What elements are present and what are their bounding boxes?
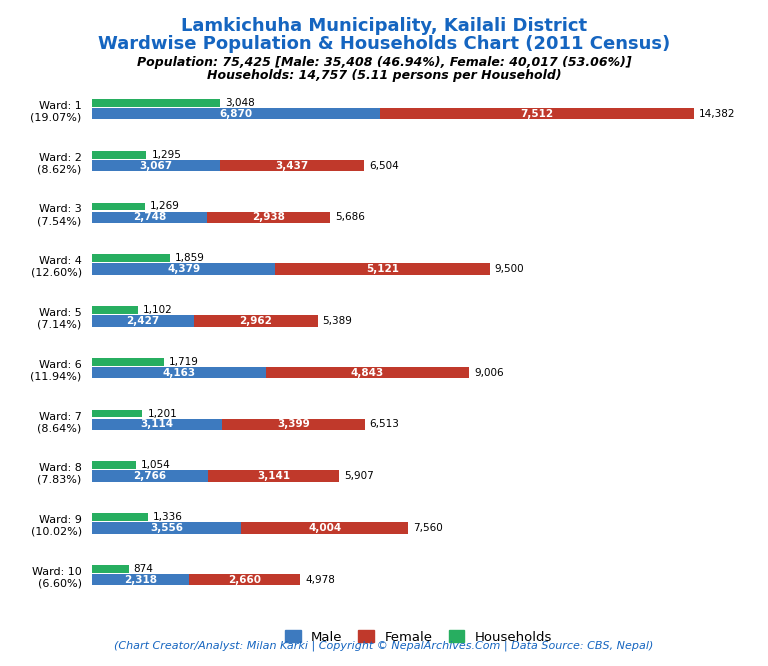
Text: 1,719: 1,719 [169,357,199,367]
Text: 3,437: 3,437 [276,161,309,170]
Text: 1,102: 1,102 [144,305,173,315]
Legend: Male, Female, Households: Male, Female, Households [280,625,558,649]
Bar [194,315,318,326]
Bar [92,470,208,482]
Text: 2,660: 2,660 [228,575,261,585]
Text: 4,004: 4,004 [308,523,341,533]
Text: 4,163: 4,163 [163,368,196,378]
Text: 4,843: 4,843 [351,368,384,378]
Bar [92,565,129,573]
Bar [92,513,148,521]
Text: 6,870: 6,870 [220,109,253,119]
Text: 5,121: 5,121 [366,264,399,274]
Text: 4,978: 4,978 [306,575,336,585]
Bar [92,315,194,326]
Text: 874: 874 [134,564,154,574]
Bar [241,522,409,533]
Text: 5,686: 5,686 [335,212,365,222]
Text: 2,962: 2,962 [239,316,272,326]
Text: 5,907: 5,907 [344,471,374,481]
Text: 2,427: 2,427 [126,316,160,326]
Bar [92,419,223,430]
Text: (Chart Creator/Analyst: Milan Karki | Copyright © NepalArchives.Com | Data Sourc: (Chart Creator/Analyst: Milan Karki | Co… [114,641,654,651]
Text: Wardwise Population & Households Chart (2011 Census): Wardwise Population & Households Chart (… [98,35,670,53]
Bar [92,160,220,171]
Text: Households: 14,757 (5.11 persons per Household): Households: 14,757 (5.11 persons per Hou… [207,69,561,82]
Bar [379,108,694,119]
Text: 1,201: 1,201 [147,408,177,418]
Text: 1,859: 1,859 [175,253,205,263]
Bar [92,263,276,275]
Bar [92,522,241,533]
Bar [92,108,379,119]
Bar [220,160,364,171]
Bar [92,254,170,262]
Text: 2,766: 2,766 [134,471,167,481]
Text: 2,748: 2,748 [133,212,166,222]
Text: 6,513: 6,513 [369,420,399,430]
Text: 3,048: 3,048 [225,98,254,108]
Bar [92,202,145,210]
Bar [276,263,489,275]
Bar [92,410,142,418]
Bar [208,470,339,482]
Bar [92,151,147,159]
Text: 5,389: 5,389 [323,316,353,326]
Bar [92,358,164,366]
Text: 2,318: 2,318 [124,575,157,585]
Bar [92,367,266,378]
Bar [266,367,469,378]
Text: 9,006: 9,006 [474,368,504,378]
Text: Lamkichuha Municipality, Kailali District: Lamkichuha Municipality, Kailali Distric… [181,17,587,35]
Text: 7,512: 7,512 [520,109,553,119]
Text: 4,379: 4,379 [167,264,200,274]
Bar [92,462,136,469]
Text: 14,382: 14,382 [699,109,735,119]
Text: 6,504: 6,504 [369,161,399,170]
Text: 3,399: 3,399 [277,420,310,430]
Text: 3,141: 3,141 [257,471,290,481]
Text: 2,938: 2,938 [252,212,285,222]
Bar [207,212,330,223]
Text: 1,295: 1,295 [151,150,181,160]
Bar [92,574,189,585]
Bar [92,306,138,314]
Bar [92,99,220,107]
Text: 9,500: 9,500 [495,264,525,274]
Text: Population: 75,425 [Male: 35,408 (46.94%), Female: 40,017 (53.06%)]: Population: 75,425 [Male: 35,408 (46.94%… [137,56,631,69]
Bar [92,212,207,223]
Bar [223,419,365,430]
Text: 3,556: 3,556 [150,523,183,533]
Text: 3,114: 3,114 [141,420,174,430]
Text: 1,336: 1,336 [153,512,183,522]
Text: 1,054: 1,054 [141,460,171,470]
Text: 1,269: 1,269 [151,201,180,211]
Bar [189,574,300,585]
Text: 7,560: 7,560 [413,523,443,533]
Text: 3,067: 3,067 [140,161,173,170]
